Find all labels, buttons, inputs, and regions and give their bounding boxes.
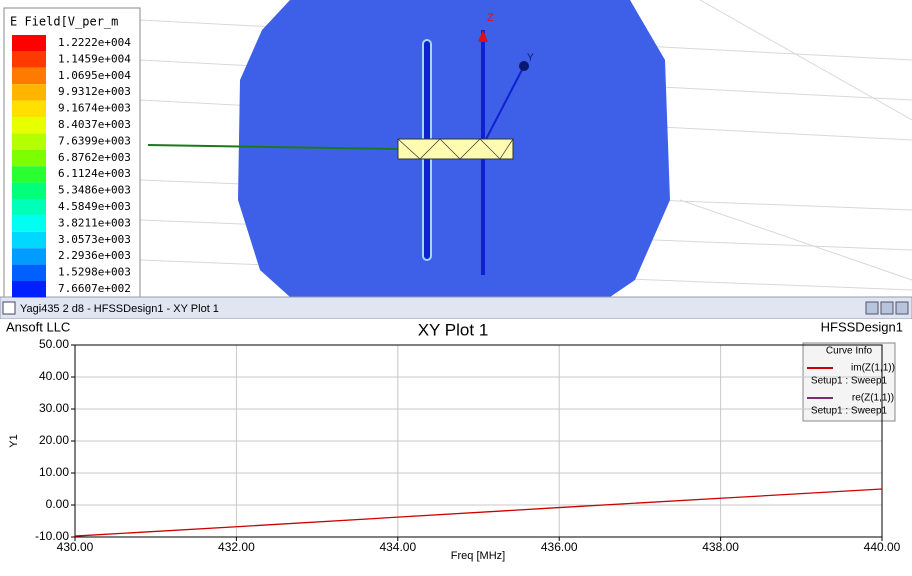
color-swatch bbox=[12, 166, 46, 183]
y-tick-label: 0.00 bbox=[46, 497, 70, 511]
header-left: Ansoft LLC bbox=[6, 319, 70, 334]
legend-label: 3.8211e+003 bbox=[58, 216, 131, 229]
color-swatch bbox=[12, 264, 46, 281]
y-tick-label: 20.00 bbox=[39, 433, 69, 447]
maximize[interactable] bbox=[880, 301, 894, 315]
legend-label: 6.8762e+003 bbox=[58, 151, 131, 164]
close[interactable] bbox=[895, 301, 909, 315]
legend-title: E Field[V_per_m bbox=[10, 15, 118, 29]
legend-label: 4.5849e+003 bbox=[58, 200, 131, 213]
y-tick-label: 10.00 bbox=[39, 465, 69, 479]
window-title: Yagi435 2 d8 - HFSSDesign1 - XY Plot 1 bbox=[20, 303, 219, 315]
chart-title: XY Plot 1 bbox=[418, 320, 489, 339]
window-buttons[interactable] bbox=[865, 301, 909, 315]
x-axis-label: Freq [MHz] bbox=[451, 550, 505, 562]
legend-setup: Setup1 : Sweep1 bbox=[811, 376, 888, 387]
color-swatch bbox=[12, 199, 46, 216]
x-tick-label: 438.00 bbox=[702, 540, 739, 554]
legend-label: 1.0695e+004 bbox=[58, 69, 131, 82]
legend-label: 2.2936e+003 bbox=[58, 249, 131, 262]
y-tick-label: 40.00 bbox=[39, 369, 69, 383]
color-swatch bbox=[12, 84, 46, 101]
color-swatch bbox=[12, 281, 46, 298]
legend-title: Curve Info bbox=[826, 346, 873, 357]
curve-legend bbox=[802, 342, 896, 422]
legend-label: 1.5298e+003 bbox=[58, 266, 131, 279]
x-tick-label: 436.00 bbox=[541, 540, 578, 554]
legend-setup: Setup1 : Sweep1 bbox=[811, 406, 888, 417]
color-swatch bbox=[12, 133, 46, 150]
color-swatch bbox=[12, 248, 46, 265]
y-tick-label: 50.00 bbox=[39, 337, 69, 351]
legend-label: 8.4037e+003 bbox=[58, 118, 131, 131]
axis-label: Z bbox=[487, 12, 494, 24]
legend-entry: im(Z(1,1)) bbox=[851, 363, 895, 374]
axis-y-tip bbox=[519, 61, 529, 71]
legend-label: 7.6399e+003 bbox=[58, 134, 131, 147]
window-icon bbox=[2, 301, 16, 315]
y-axis-label: Y1 bbox=[8, 434, 20, 447]
color-swatch bbox=[12, 149, 46, 167]
plot-frame bbox=[74, 344, 883, 538]
color-swatch bbox=[12, 100, 46, 117]
legend-label: 9.1674e+003 bbox=[58, 102, 131, 115]
legend-label: 9.9312e+003 bbox=[58, 85, 131, 98]
color-swatch bbox=[12, 67, 46, 85]
legend-label: 6.1124e+003 bbox=[58, 167, 131, 180]
y-tick-label: -10.00 bbox=[35, 529, 69, 543]
legend-entry: re(Z(1,1)) bbox=[852, 393, 894, 404]
minimize[interactable] bbox=[865, 301, 879, 315]
color-swatch bbox=[12, 117, 46, 134]
x-tick-label: 430.00 bbox=[57, 540, 94, 554]
x-tick-label: 432.00 bbox=[218, 540, 255, 554]
color-swatch bbox=[12, 51, 46, 68]
x-tick-label: 440.00 bbox=[864, 540, 901, 554]
legend-label: 3.0573e+003 bbox=[58, 233, 131, 246]
color-swatch bbox=[12, 231, 46, 249]
y-tick-label: 30.00 bbox=[39, 401, 69, 415]
legend-label: 5.3486e+003 bbox=[58, 184, 131, 197]
feed-line bbox=[147, 144, 399, 150]
axis-z-tip bbox=[478, 30, 488, 42]
axis-label: Y bbox=[527, 53, 534, 64]
color-swatch bbox=[12, 182, 46, 199]
plot-window bbox=[0, 319, 912, 571]
x-tick-label: 434.00 bbox=[379, 540, 416, 554]
color-swatch bbox=[12, 215, 46, 232]
axis-y bbox=[482, 65, 525, 146]
mesh-board bbox=[397, 138, 514, 160]
series-line bbox=[74, 488, 883, 537]
legend-label: 7.6607e+002 bbox=[58, 282, 131, 295]
legend-label: 1.1459e+004 bbox=[58, 52, 131, 65]
legend-label: 1.2222e+004 bbox=[58, 36, 131, 49]
mesh bbox=[397, 138, 514, 160]
color-swatch bbox=[12, 35, 46, 52]
header-right: HFSSDesign1 bbox=[821, 319, 903, 334]
